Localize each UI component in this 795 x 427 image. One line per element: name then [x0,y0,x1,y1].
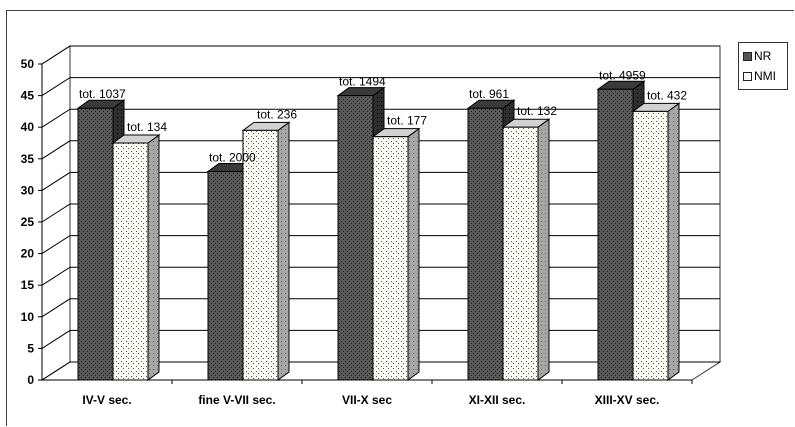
bar-front [632,110,669,381]
y-tick-label: 15 [21,278,35,292]
data-label-nmi: tot. 132 [517,104,557,118]
bar-front [597,88,634,381]
data-label-nr: tot. 1494 [339,75,386,89]
data-label-nr: tot. 961 [469,87,509,101]
y-tick-label: 40 [21,120,35,134]
bar-side [277,121,290,381]
legend-label-nmi: NMI [754,69,776,83]
data-label-nmi: tot. 134 [127,120,167,134]
data-label-nmi: tot. 236 [257,107,297,121]
bar-front [207,170,244,381]
x-tick-label: XI-XII sec. [469,393,526,407]
legend-swatch-nr [743,51,752,61]
legend-item-nmi: NMI [743,69,776,83]
bar-nmi [631,102,681,381]
bar-front [77,107,114,381]
y-tick-label: 5 [27,341,34,355]
bar-side [147,134,160,381]
x-tick-label: VII-X sec [342,393,392,407]
bar-side [667,102,680,381]
bar-side [537,118,550,381]
x-tick-label: XIII-XV sec. [595,393,660,407]
bars [76,80,681,381]
data-labels: tot. 1037 tot. 134 tot. 2000 tot. 236 tot. 1… [79,68,687,164]
legend: NR NMI [738,42,788,90]
bar-nmi [111,134,161,381]
bar-front [337,95,374,381]
bar-nmi [371,127,421,381]
bar-front [242,129,279,381]
bar-nmi [241,121,291,381]
bar-front [112,142,149,381]
bar-front [467,107,504,381]
x-tick-label: fine V-VII sec. [198,393,275,407]
x-tick-label: IV-V sec. [82,393,131,407]
y-tick-label: 0 [27,373,34,387]
y-tick-label: 45 [21,89,35,103]
legend-swatch-nmi [743,71,752,81]
bar-side [407,127,420,381]
bar-nmi [501,118,551,381]
bar-front [372,136,409,381]
data-label-nmi: tot. 432 [647,88,687,102]
data-label-nr: tot. 1037 [79,87,126,101]
gridline [41,45,720,65]
data-label-nr: tot. 2000 [209,150,256,164]
y-tick-label: 50 [21,57,35,71]
y-tick-label: 10 [21,310,35,324]
y-tick-label: 25 [21,215,35,229]
chart-frame [6,10,794,426]
y-tick-label: 30 [21,183,35,197]
axes: 0 5 10 15 20 25 30 35 40 45 50 IV-V sec. fine V-VII … [21,57,693,407]
legend-item-nr: NR [743,49,771,63]
y-tick-label: 35 [21,152,35,166]
y-tick-label: 20 [21,247,35,261]
legend-label-nr: NR [754,49,772,63]
bar-front [502,126,539,381]
data-label-nr: tot. 4959 [599,68,646,82]
gridline [41,77,720,97]
data-label-nmi: tot. 177 [387,114,427,128]
